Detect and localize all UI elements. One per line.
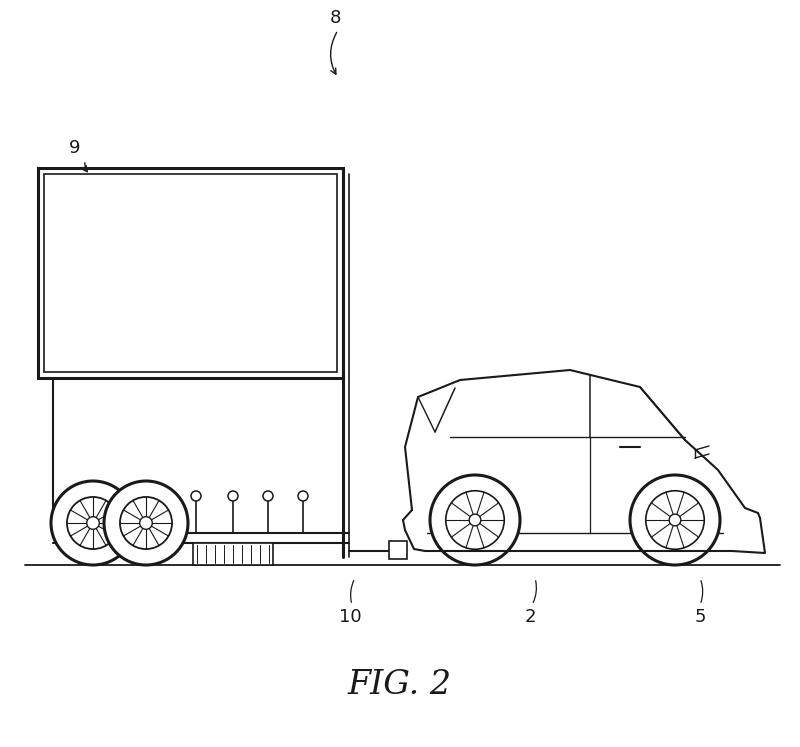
Circle shape <box>469 514 481 526</box>
Bar <box>193 543 273 565</box>
Text: FIG. 2: FIG. 2 <box>348 669 452 701</box>
Text: 10: 10 <box>338 608 362 626</box>
Circle shape <box>118 491 128 501</box>
Bar <box>389 541 407 559</box>
Text: 8: 8 <box>330 9 341 27</box>
Text: 9: 9 <box>70 139 81 157</box>
Circle shape <box>120 497 172 549</box>
Circle shape <box>669 514 681 526</box>
Circle shape <box>191 491 201 501</box>
Circle shape <box>228 491 238 501</box>
Circle shape <box>86 517 99 530</box>
Circle shape <box>51 481 135 565</box>
Text: 2: 2 <box>524 608 536 626</box>
Circle shape <box>630 475 720 565</box>
Circle shape <box>140 517 152 530</box>
Circle shape <box>298 491 308 501</box>
Circle shape <box>430 475 520 565</box>
Circle shape <box>646 491 704 549</box>
Bar <box>38 168 343 378</box>
Circle shape <box>263 491 273 501</box>
Circle shape <box>153 491 163 501</box>
Bar <box>44 174 337 372</box>
Circle shape <box>104 481 188 565</box>
Circle shape <box>446 491 504 549</box>
Text: 5: 5 <box>694 608 706 626</box>
Circle shape <box>67 497 119 549</box>
